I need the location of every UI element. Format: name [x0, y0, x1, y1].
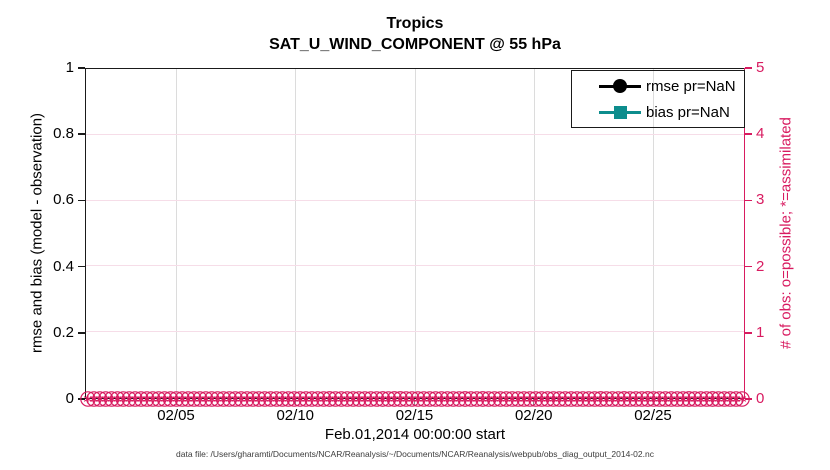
y-left-tick-label: 0 [65, 390, 74, 407]
y-left-tick-label: 0.6 [53, 191, 74, 209]
legend-box: rmse pr=NaN bias pr=NaN [571, 70, 745, 128]
tick-mark [533, 399, 535, 405]
vertical-gridline [176, 69, 177, 398]
y-right-tick-label: 5 [756, 59, 765, 76]
y-left-tick-label: 0.8 [53, 125, 74, 143]
tick-mark [745, 398, 752, 400]
y-right-tick-label: 4 [756, 125, 765, 143]
horizontal-gridline [86, 265, 744, 267]
chart-title: Tropics [386, 15, 444, 32]
legend-label: bias pr=NaN [646, 103, 730, 121]
data-file-caption: data file: /Users/gharamti/Documents/NCA… [176, 449, 654, 459]
x-tick-label: 02/15 [395, 407, 434, 424]
legend-line-sample [599, 78, 641, 94]
tick-mark [78, 332, 85, 334]
horizontal-gridline [86, 133, 744, 135]
vertical-gridline [533, 69, 535, 398]
x-tick-label: 02/25 [634, 407, 672, 424]
filled-square-marker-icon [613, 105, 627, 119]
y-right-tick-label: 0 [756, 390, 765, 407]
y-right-tick-label: 1 [756, 323, 765, 341]
vertical-gridline [295, 69, 297, 398]
y-left-tick-label: 0.4 [53, 257, 74, 275]
x-tick-label: 02/10 [276, 407, 315, 424]
possible-obs-circle-markers [80, 391, 750, 407]
assimilated-obs-asterisk-markers [83, 394, 747, 404]
tick-mark [78, 199, 85, 202]
vertical-gridline [414, 69, 416, 398]
tick-mark [78, 398, 85, 400]
y-left-tick-label: 1 [65, 59, 74, 76]
legend-line-sample [599, 104, 641, 120]
tick-mark [78, 265, 85, 268]
tick-mark [78, 67, 85, 69]
obs-count-marker-band [80, 391, 750, 407]
tick-mark [745, 332, 752, 334]
horizontal-gridline [86, 331, 744, 333]
tick-mark [745, 265, 752, 268]
chart-subtitle: SAT_U_WIND_COMPONENT @ 55 hPa [269, 36, 561, 53]
tick-mark [745, 199, 752, 202]
y-right-tick-label: 2 [756, 257, 765, 275]
legend-label: rmse pr=NaN [646, 77, 736, 95]
legend-entry: bias pr=NaN [572, 99, 744, 125]
right-axis-line [743, 68, 745, 399]
plot-area [85, 68, 745, 399]
tick-mark [78, 133, 85, 135]
filled-circle-marker-icon [613, 79, 627, 93]
tick-mark [745, 67, 752, 69]
horizontal-gridline [86, 199, 744, 201]
x-tick-label: 02/05 [157, 407, 195, 424]
vertical-gridline [653, 69, 654, 398]
legend-entry: rmse pr=NaN [572, 73, 744, 99]
x-tick-label: 02/20 [514, 407, 553, 424]
y-right-tick-label: 3 [756, 191, 765, 209]
tick-mark [745, 133, 752, 135]
x-axis-label: Feb.01,2014 00:00:00 start [324, 426, 506, 443]
y-left-tick-label: 0.2 [53, 323, 74, 341]
tick-mark [414, 399, 415, 405]
